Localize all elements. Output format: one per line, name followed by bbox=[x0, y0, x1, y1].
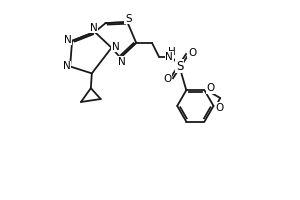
Text: N: N bbox=[64, 35, 72, 45]
Text: H: H bbox=[168, 47, 176, 57]
Text: N: N bbox=[166, 52, 173, 62]
Text: S: S bbox=[125, 14, 132, 24]
Text: O: O bbox=[206, 83, 214, 93]
Text: O: O bbox=[188, 48, 196, 58]
Text: O: O bbox=[215, 103, 223, 113]
Text: N: N bbox=[118, 57, 125, 67]
Text: N: N bbox=[63, 61, 70, 71]
Text: N: N bbox=[90, 23, 98, 33]
Text: S: S bbox=[176, 60, 183, 73]
Text: O: O bbox=[163, 74, 171, 84]
Text: N: N bbox=[112, 42, 119, 52]
